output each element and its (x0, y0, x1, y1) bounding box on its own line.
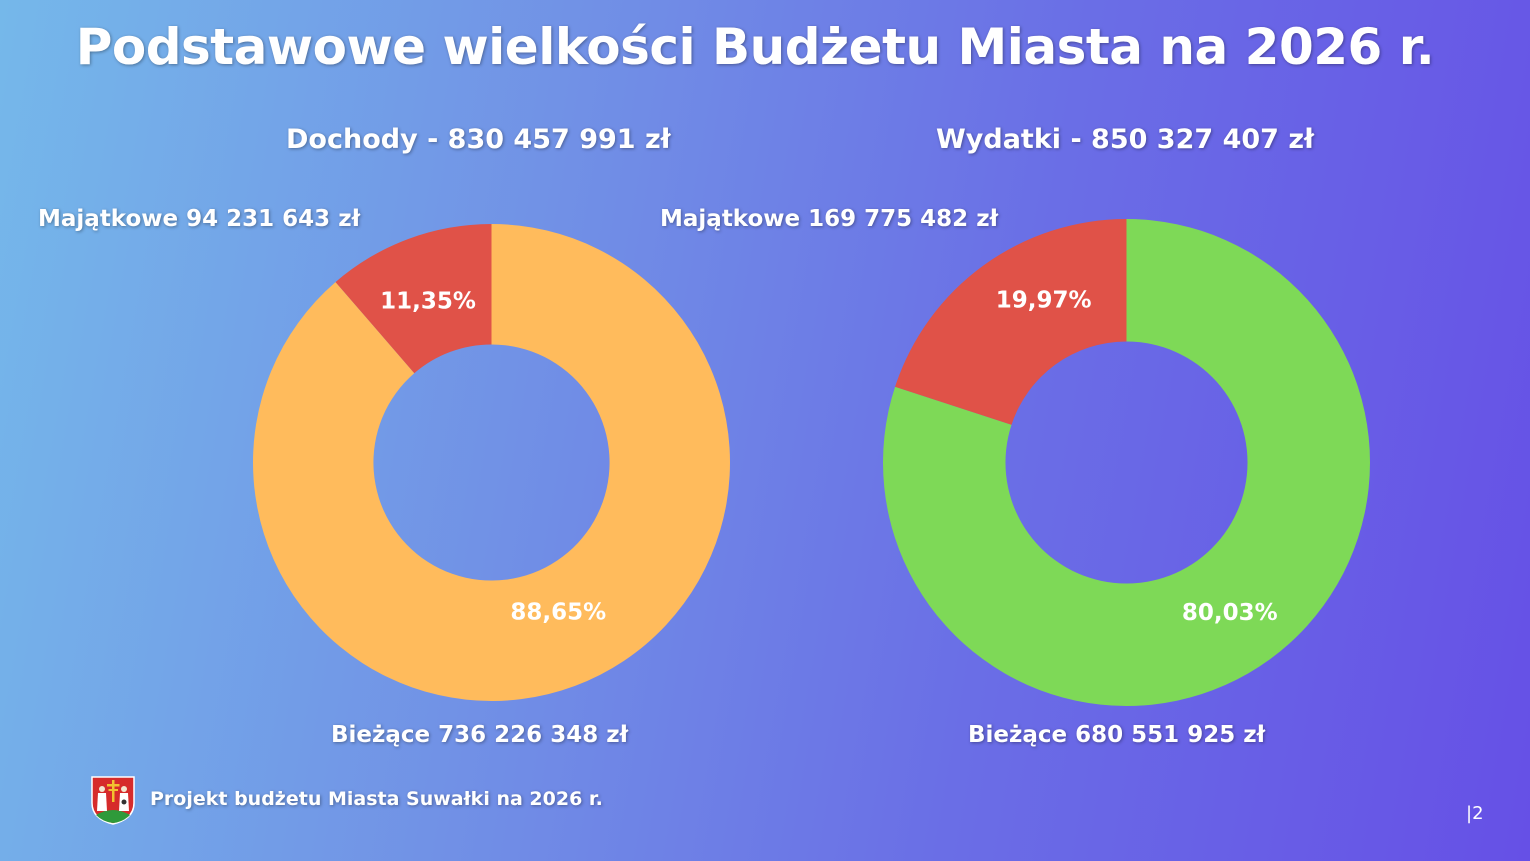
income-pct-capital: 11,35% (380, 288, 476, 314)
expense-pct-current: 80,03% (1182, 600, 1278, 626)
income-slice-capital (335, 224, 492, 374)
income-slice-current (253, 224, 730, 701)
income-current-label: Bieżące 736 226 348 zł (331, 722, 629, 748)
page-title: Podstawowe wielkości Budżetu Miasta na 2… (75, 18, 1435, 76)
expense-slice-current (883, 219, 1370, 706)
footer-text: Projekt budżetu Miasta Suwałki na 2026 r… (150, 788, 603, 810)
expense-pct-capital: 19,97% (996, 287, 1092, 313)
expense-slice-capital (895, 219, 1127, 425)
income-donut-chart: 11,35% 88,65% (253, 224, 730, 701)
income-chart-title: Dochody - 830 457 991 zł (286, 124, 671, 155)
expense-chart-title: Wydatki - 850 327 407 zł (936, 124, 1315, 155)
city-crest-icon (91, 776, 135, 825)
expense-current-label: Bieżące 680 551 925 zł (968, 722, 1266, 748)
expense-capital-label: Majątkowe 169 775 482 zł (660, 206, 999, 232)
expense-donut-chart: 19,97% 80,03% (883, 219, 1370, 706)
income-pct-current: 88,65% (510, 599, 606, 625)
page-number: |2 (1466, 803, 1484, 824)
income-capital-label: Majątkowe 94 231 643 zł (38, 206, 361, 232)
